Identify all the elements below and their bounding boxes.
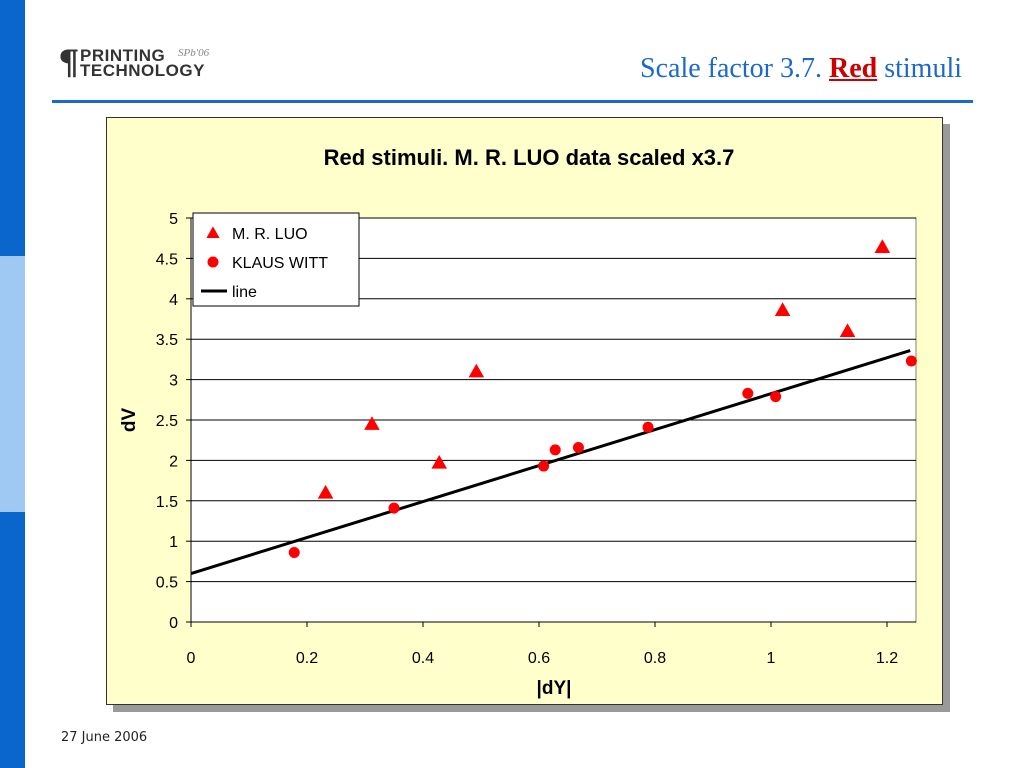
y-tick-label: 2 (169, 453, 178, 470)
trend-line (190, 349, 911, 575)
data-point-luo (839, 323, 856, 337)
data-point-luo (431, 455, 448, 469)
y-tick-label: 4.5 (156, 251, 178, 268)
x-axis-label: |dY| (537, 678, 572, 699)
y-tick-label: 1 (169, 534, 178, 551)
data-point-witt (770, 391, 782, 403)
y-tick-label: 1.5 (156, 494, 178, 511)
logo-line-1: PRINTING (80, 46, 166, 65)
x-tick-label: 1.2 (876, 650, 898, 667)
data-point-luo (468, 363, 485, 378)
legend-label: KLAUS WITT (232, 255, 328, 272)
logo-line-2: TECHNOLOGY (80, 61, 205, 80)
printing-technology-logo: ¶ PRINTING TECHNOLOGY SPb'06 (58, 44, 233, 86)
data-point-luo (317, 484, 334, 499)
data-point-witt (742, 387, 754, 399)
data-point-witt (642, 421, 654, 433)
legend-circle-swatch (207, 256, 219, 268)
chart-area: 0 0.5 1 1.5 2 2.5 3 3.5 4 4.5 5 0 0.2 0.4 0.6 0.8 1 1.2 Re… (106, 117, 943, 705)
data-point-witt (388, 502, 400, 514)
data-point-witt (288, 547, 300, 559)
y-tick-label: 3 (169, 373, 178, 390)
slide-title-accent: Red (828, 53, 878, 84)
y-tick-label: 2.5 (156, 413, 178, 430)
y-tick-label: 0 (169, 615, 178, 632)
data-point-witt (549, 444, 561, 456)
scatter-chart: 0 0.5 1 1.5 2 2.5 3 3.5 4 4.5 5 0 0.2 0.4 0.6 0.8 1 1.2 Re… (119, 145, 917, 699)
y-tick-label: 0.5 (156, 575, 178, 592)
legend-triangle-swatch (206, 226, 220, 238)
pilcrow-icon: ¶ (58, 43, 80, 83)
data-point-witt (905, 355, 917, 367)
data-point-witt (572, 441, 584, 453)
data-point-luo (774, 302, 791, 316)
y-tick-label: 4 (169, 292, 178, 309)
logo-tag: SPb'06 (178, 47, 210, 59)
y-tick-label: 3.5 (156, 332, 178, 349)
x-tick-label: 0.6 (528, 650, 550, 667)
data-point-luo (364, 416, 380, 430)
slide-title: Scale factor 3.7. Red stimuli (640, 52, 962, 86)
y-tick-label: 5 (169, 211, 178, 228)
x-tick-label: 0.4 (412, 650, 434, 667)
data-point-witt (538, 460, 550, 472)
x-tick-label: 0 (187, 650, 196, 667)
slide-title-suffix: stimuli (884, 53, 962, 84)
title-divider (52, 100, 973, 103)
chart-title: Red stimuli. M. R. LUO data scaled x3.7 (324, 145, 735, 170)
sidebar-accent-light (0, 256, 25, 512)
y-axis-label: dV (119, 408, 140, 433)
slide-title-text: Scale factor 3.7. (640, 53, 822, 84)
footer-date: 27 June 2006 (61, 730, 148, 745)
legend-label: M. R. LUO (232, 226, 308, 243)
x-tick-label: 0.2 (296, 650, 318, 667)
data-point-luo (874, 239, 891, 253)
x-tick-label: 1 (767, 650, 776, 667)
legend-label: line (232, 284, 257, 301)
x-tick-label: 0.8 (644, 650, 666, 667)
